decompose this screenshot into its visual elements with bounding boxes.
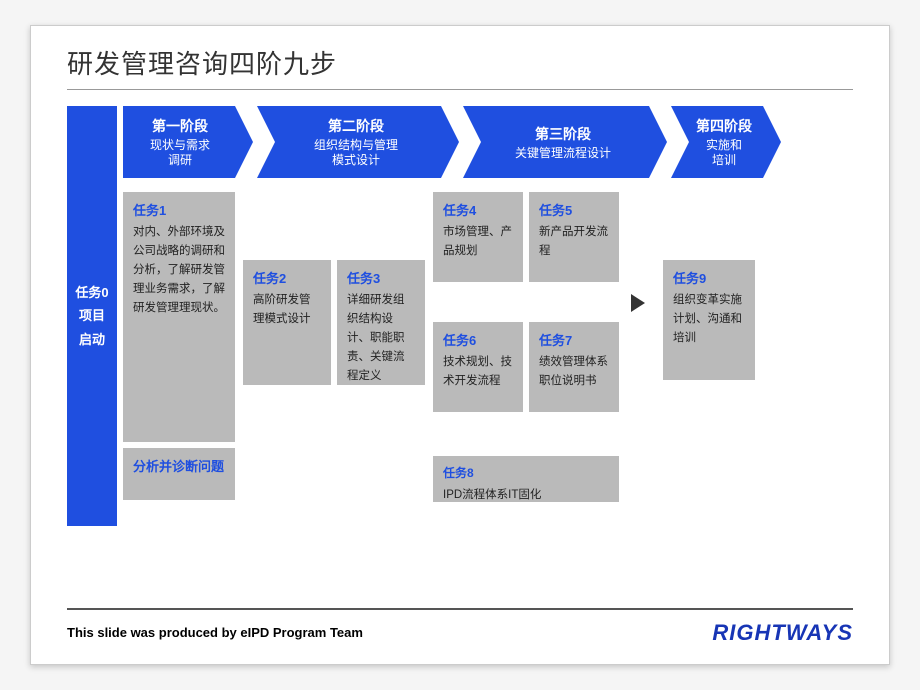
stage-4-sub: 实施和 培训	[706, 138, 742, 168]
task-6-label: 任务6	[443, 330, 513, 351]
stage-3-sub: 关键管理流程设计	[515, 146, 611, 161]
chevron-row: 第一阶段 现状与需求 调研 第二阶段 组织结构与管理 模式设计 第三阶段 关键管…	[123, 106, 763, 178]
task-1-text: 对内、外部环境及公司战略的调研和分析，了解研发管理业务需求，了解研发管理理现状。	[133, 223, 225, 318]
stage-2: 第二阶段 组织结构与管理 模式设计	[257, 106, 441, 178]
task0-line2: 启动	[79, 328, 105, 351]
task-6-text: 技术规划、技术开发流程	[443, 353, 513, 391]
task-2-text: 高阶研发管理模式设计	[253, 291, 321, 329]
task-4: 任务4 市场管理、产品规划	[433, 192, 523, 282]
stage-4: 第四阶段 实施和 培训	[671, 106, 763, 178]
task-2: 任务2 高阶研发管理模式设计	[243, 260, 331, 385]
task-1-label: 任务1	[133, 200, 225, 221]
page-title: 研发管理咨询四阶九步	[67, 44, 853, 90]
task-9-text: 组织变革实施计划、沟通和培训	[673, 291, 745, 348]
task-7: 任务7 绩效管理体系职位说明书	[529, 322, 619, 412]
stage-1-title: 第一阶段	[152, 116, 208, 136]
diagram: 任务0 项目 启动 第一阶段 现状与需求 调研 第二阶段 组织结构与管理 模式设…	[67, 106, 853, 546]
task0-line1: 项目	[79, 304, 105, 327]
task-3-text: 详细研发组织结构设计、职能职责、关键流程定义	[347, 291, 415, 386]
task-1b-label: 分析并诊断问题	[133, 456, 225, 477]
task-8: 任务8 IPD流程体系IT固化	[433, 456, 619, 502]
task-6: 任务6 技术规划、技术开发流程	[433, 322, 523, 412]
task-5-text: 新产品开发流程	[539, 223, 609, 261]
slide: 研发管理咨询四阶九步 任务0 项目 启动 第一阶段 现状与需求 调研 第二阶段 …	[30, 25, 890, 665]
task-9: 任务9 组织变革实施计划、沟通和培训	[663, 260, 755, 380]
task-4-text: 市场管理、产品规划	[443, 223, 513, 261]
logo: RIGHTWAYS	[712, 620, 853, 646]
stage-3-title: 第三阶段	[535, 124, 591, 144]
stage-2-title: 第二阶段	[328, 116, 384, 136]
task-8-text: IPD流程体系IT固化	[443, 486, 609, 505]
stage-1: 第一阶段 现状与需求 调研	[123, 106, 235, 178]
task0-bar: 任务0 项目 启动	[67, 106, 117, 526]
task-2-label: 任务2	[253, 268, 321, 289]
stage-1-sub: 现状与需求 调研	[150, 138, 210, 168]
task-9-label: 任务9	[673, 268, 745, 289]
footer-divider	[67, 608, 853, 610]
task-8-label: 任务8	[443, 464, 609, 484]
stage-4-title: 第四阶段	[696, 116, 752, 136]
task0-label: 任务0	[75, 281, 108, 304]
task-5-label: 任务5	[539, 200, 609, 221]
task-1: 任务1 对内、外部环境及公司战略的调研和分析，了解研发管理业务需求，了解研发管理…	[123, 192, 235, 442]
task-3-label: 任务3	[347, 268, 415, 289]
stage-3: 第三阶段 关键管理流程设计	[463, 106, 649, 178]
task-3: 任务3 详细研发组织结构设计、职能职责、关键流程定义	[337, 260, 425, 385]
stage-2-sub: 组织结构与管理 模式设计	[314, 138, 398, 168]
task-1b: 分析并诊断问题	[123, 448, 235, 500]
task-7-text: 绩效管理体系职位说明书	[539, 353, 609, 391]
arrow-icon	[631, 294, 645, 312]
task-boxes: 任务1 对内、外部环境及公司战略的调研和分析，了解研发管理业务需求，了解研发管理…	[123, 192, 853, 546]
task-4-label: 任务4	[443, 200, 513, 221]
task-7-label: 任务7	[539, 330, 609, 351]
footer-text: This slide was produced by eIPD Program …	[67, 625, 363, 640]
task-5: 任务5 新产品开发流程	[529, 192, 619, 282]
